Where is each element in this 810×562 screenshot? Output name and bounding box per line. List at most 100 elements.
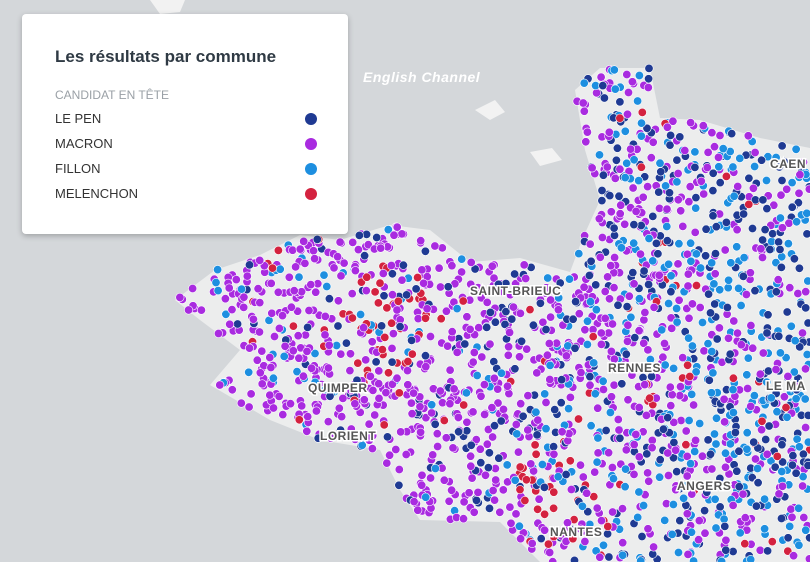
commune-dot [776, 262, 786, 272]
commune-dot [631, 206, 641, 216]
commune-dot [482, 322, 492, 332]
commune-dot [320, 330, 330, 340]
commune-dot [227, 385, 237, 395]
commune-dot [746, 401, 756, 411]
commune-dot [672, 303, 682, 313]
commune-dot [255, 255, 265, 265]
commune-dot [338, 393, 348, 403]
commune-dot [611, 155, 621, 165]
commune-dot [503, 350, 513, 360]
commune-dot [285, 399, 295, 409]
commune-dot [288, 245, 298, 255]
commune-dot [777, 223, 787, 233]
commune-dot [741, 289, 751, 299]
commune-dot [606, 392, 616, 402]
commune-dot [585, 239, 595, 249]
commune-dot [353, 358, 363, 368]
commune-dot [801, 287, 810, 297]
commune-dot [704, 375, 714, 385]
commune-dot [513, 447, 523, 457]
commune-dot [597, 233, 607, 243]
commune-dot [466, 461, 476, 471]
commune-dot [777, 440, 787, 450]
commune-dot [630, 333, 640, 343]
commune-dot [364, 419, 374, 429]
commune-dot [697, 451, 707, 461]
commune-dot [579, 282, 589, 292]
commune-dot [631, 429, 641, 439]
commune-dot [629, 469, 639, 479]
commune-dot [466, 451, 476, 461]
commune-dot [647, 371, 657, 381]
commune-dot [691, 193, 701, 203]
commune-dot [681, 426, 691, 436]
commune-dot [750, 454, 760, 464]
commune-dot [684, 313, 694, 323]
commune-dot [377, 345, 387, 355]
commune-dot [590, 389, 600, 399]
commune-dot [439, 475, 449, 485]
commune-dot [549, 532, 559, 542]
commune-dot [713, 152, 723, 162]
commune-dot [462, 312, 472, 322]
city-label: QUIMPER [308, 381, 368, 395]
commune-dot [753, 478, 763, 488]
commune-dot [426, 473, 436, 483]
commune-dot [239, 292, 249, 302]
commune-dot [578, 472, 588, 482]
commune-dot [620, 482, 630, 492]
commune-dot [273, 287, 283, 297]
commune-dot [730, 427, 740, 437]
commune-dot [459, 497, 469, 507]
commune-dot [237, 284, 247, 294]
commune-dot [459, 400, 469, 410]
commune-dot [359, 395, 369, 405]
commune-dot [348, 237, 358, 247]
commune-dot [518, 411, 528, 421]
commune-dot [387, 357, 397, 367]
commune-dot [268, 403, 278, 413]
commune-dot [534, 494, 544, 504]
commune-dot [555, 278, 565, 288]
commune-dot [782, 412, 792, 422]
commune-dot [363, 240, 373, 250]
commune-dot [703, 339, 713, 349]
commune-dot [773, 275, 783, 285]
commune-dot [373, 298, 383, 308]
commune-dot [740, 539, 750, 549]
legend-swatch [305, 113, 317, 125]
commune-dot [473, 487, 483, 497]
commune-dot [782, 307, 792, 317]
commune-dot [683, 281, 693, 291]
commune-dot [739, 253, 749, 263]
commune-dot [472, 370, 482, 380]
commune-dot [591, 280, 601, 290]
commune-dot [760, 225, 770, 235]
commune-dot [609, 65, 619, 75]
commune-dot [725, 439, 735, 449]
commune-dot [361, 286, 371, 296]
commune-dot [614, 191, 624, 201]
commune-dot [609, 223, 619, 233]
commune-dot [635, 249, 645, 259]
commune-dot [517, 336, 527, 346]
commune-dot [743, 383, 753, 393]
commune-dot [762, 449, 772, 459]
commune-dot [447, 261, 457, 271]
commune-dot [392, 305, 402, 315]
legend-swatch [305, 163, 317, 175]
commune-dot [501, 307, 511, 317]
commune-dot [586, 421, 596, 431]
commune-dot [585, 380, 595, 390]
commune-dot [537, 459, 547, 469]
commune-dot [288, 346, 298, 356]
commune-dot [694, 516, 704, 526]
commune-dot [574, 309, 584, 319]
commune-dot [639, 266, 649, 276]
commune-dot [421, 492, 431, 502]
commune-dot [345, 366, 355, 376]
commune-dot [441, 433, 451, 443]
commune-dot [425, 331, 435, 341]
commune-dot [422, 304, 432, 314]
commune-dot [347, 313, 357, 323]
